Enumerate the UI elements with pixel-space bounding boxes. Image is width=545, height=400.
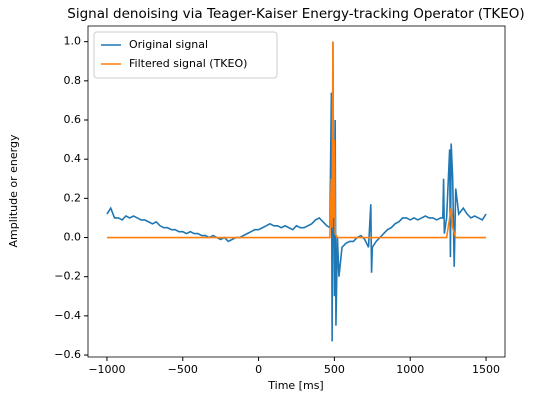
series-line bbox=[106, 41, 487, 239]
x-tick-label: −1000 bbox=[88, 363, 125, 376]
y-tick-label: 0.4 bbox=[64, 152, 82, 165]
y-tick-label: 0.2 bbox=[64, 191, 82, 204]
y-tick-label: 0.0 bbox=[64, 231, 82, 244]
y-tick-label: 0.8 bbox=[64, 74, 82, 87]
legend-box bbox=[93, 31, 278, 79]
plot-frame bbox=[87, 25, 506, 358]
y-axis-label: Amplitude or energy bbox=[7, 134, 20, 247]
y-tick-label: −0.6 bbox=[54, 348, 81, 361]
x-tick-label: 0 bbox=[255, 363, 262, 376]
chart-title: Signal denoising via Teager-Kaiser Energ… bbox=[67, 6, 524, 22]
x-tick-label: 1500 bbox=[472, 363, 500, 376]
legend-label: Filtered signal (TKEO) bbox=[129, 57, 247, 70]
y-tick-label: 1.0 bbox=[64, 35, 82, 48]
x-tick-label: −500 bbox=[168, 363, 198, 376]
x-tick-label: 1000 bbox=[396, 363, 424, 376]
x-tick-label: 500 bbox=[324, 363, 345, 376]
x-axis-label: Time [ms] bbox=[267, 379, 323, 392]
y-tick-label: −0.4 bbox=[54, 309, 81, 322]
y-tick-label: −0.2 bbox=[54, 270, 81, 283]
y-tick-label: 0.6 bbox=[64, 113, 82, 126]
series-line bbox=[106, 41, 487, 342]
legend-label: Original signal bbox=[129, 38, 208, 51]
